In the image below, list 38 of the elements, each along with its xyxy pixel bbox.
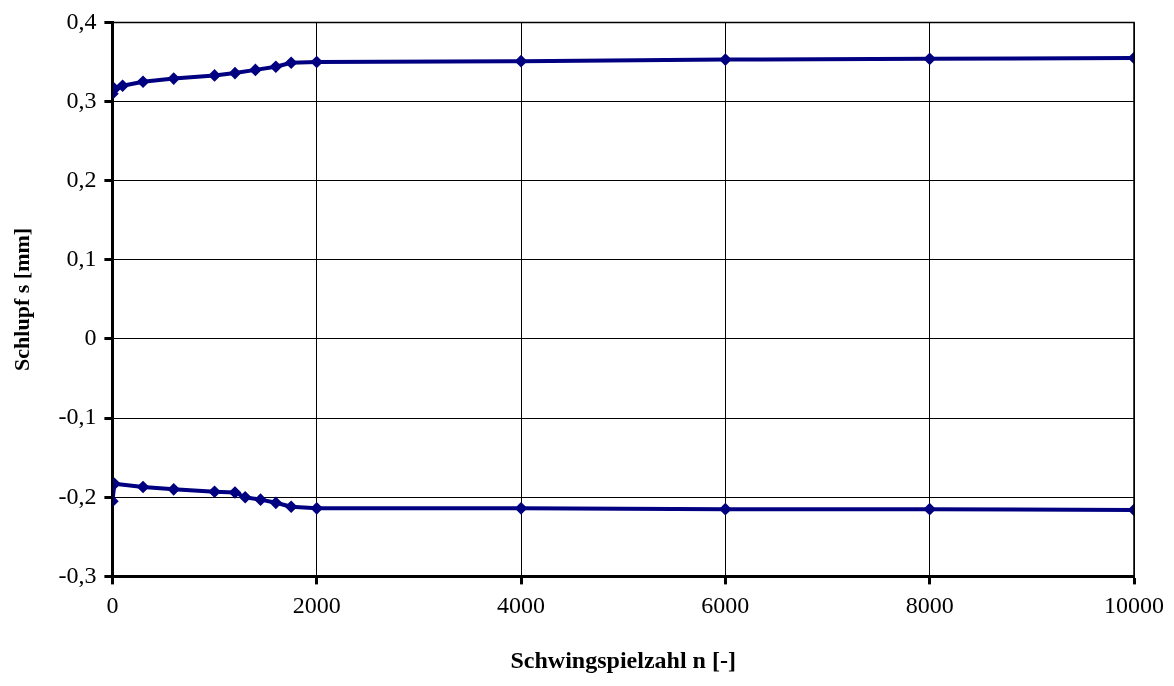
- point: [924, 503, 936, 515]
- point: [117, 80, 129, 92]
- y-tick-label: -0,2: [58, 482, 97, 509]
- y-tick-label: 0,3: [66, 86, 97, 113]
- point: [515, 502, 527, 514]
- point: [229, 487, 241, 499]
- point: [209, 69, 221, 81]
- y-tick-label: -0,1: [58, 403, 97, 430]
- y-tick-label: -0,3: [58, 561, 97, 588]
- x-tick-label: 10000: [1104, 592, 1164, 619]
- x-tick-label: 6000: [701, 592, 750, 619]
- point: [168, 483, 180, 495]
- point: [719, 54, 731, 66]
- point: [270, 497, 282, 509]
- point: [229, 67, 241, 79]
- point: [285, 57, 297, 69]
- point: [515, 55, 527, 67]
- point: [719, 503, 731, 515]
- x-tick-label: 0: [106, 592, 119, 619]
- y-tick-label: 0,4: [66, 7, 97, 34]
- point: [311, 502, 323, 514]
- point: [270, 61, 282, 73]
- y-tick-label: 0: [84, 324, 97, 351]
- x-tick-label: 4000: [497, 592, 546, 619]
- point: [924, 53, 936, 65]
- y-tick-label: 0,1: [66, 245, 97, 272]
- y-tick-label: 0,2: [66, 165, 97, 192]
- y-axis-title: Schlupf s [mm]: [8, 227, 34, 371]
- point: [168, 73, 180, 85]
- point: [249, 64, 261, 76]
- point: [137, 76, 149, 88]
- x-tick-label: 8000: [905, 592, 954, 619]
- point: [137, 481, 149, 493]
- x-tick-label: 2000: [292, 592, 341, 619]
- point: [239, 491, 251, 503]
- x-axis-title: Schwingspielzahl n [-]: [510, 646, 736, 673]
- point: [255, 494, 267, 506]
- point: [285, 501, 297, 513]
